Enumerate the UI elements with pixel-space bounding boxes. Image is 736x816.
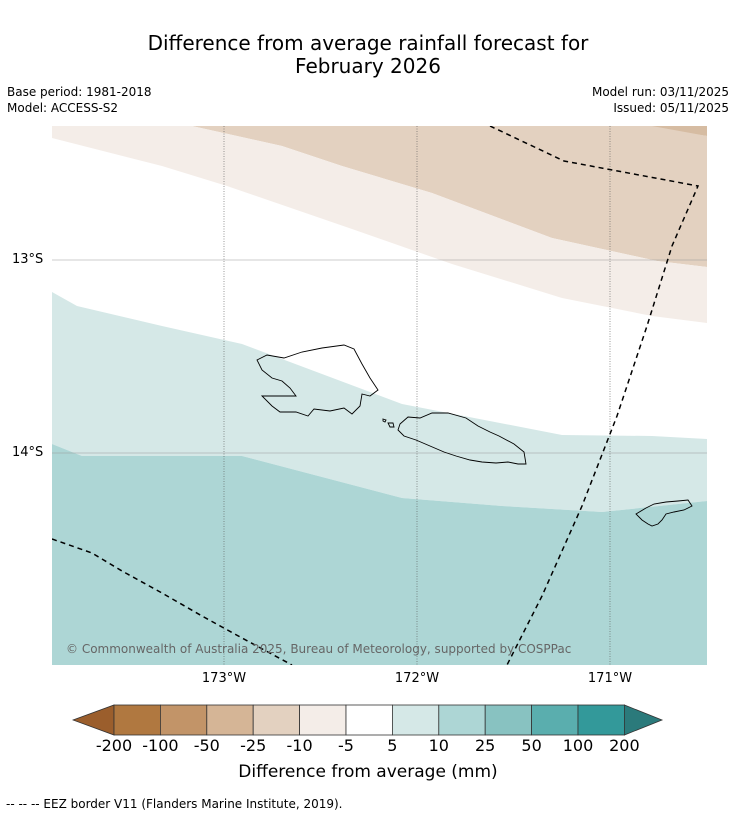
colorbar-arrow-low bbox=[72, 704, 115, 736]
issued-date: Issued: 05/11/2025 bbox=[613, 101, 729, 115]
colorbar-tick-label: -25 bbox=[240, 736, 267, 755]
lon-label-171w: 171°W bbox=[587, 671, 633, 686]
band-minus-10-to-25 bbox=[192, 126, 707, 267]
upolu-island bbox=[397, 412, 527, 465]
savaii-island bbox=[256, 344, 379, 417]
colorbar-swatch bbox=[531, 704, 579, 736]
rainfall-map: © Commonwealth of Australia 2025, Bureau… bbox=[52, 126, 707, 665]
band-10-to-25 bbox=[52, 444, 707, 665]
colorbar-swatch bbox=[160, 704, 208, 736]
colorbar-tick-label: 50 bbox=[521, 736, 542, 755]
colorbar-tick-label: -10 bbox=[286, 736, 313, 755]
band-5-to-10 bbox=[52, 292, 707, 512]
colorbar-swatch bbox=[206, 704, 254, 736]
eez-legend-note: -- -- -- EEZ border V11 (Flanders Marine… bbox=[6, 797, 343, 811]
colorbar-tick-label: 5 bbox=[387, 736, 398, 755]
colorbar-tick-label: 200 bbox=[609, 736, 640, 755]
colorbar-swatch bbox=[113, 704, 161, 736]
lon-label-172w: 172°W bbox=[394, 671, 440, 686]
band-minus-5-to-10 bbox=[52, 126, 707, 323]
apolima-islet bbox=[387, 422, 395, 428]
colorbar-tick-label: 10 bbox=[428, 736, 449, 755]
manono-islet bbox=[382, 418, 387, 423]
colorbar-swatch bbox=[252, 704, 300, 736]
colorbar bbox=[72, 704, 664, 736]
map-title-line2: February 2026 bbox=[295, 54, 441, 78]
colorbar-tick-label: -50 bbox=[193, 736, 220, 755]
colorbar-swatch bbox=[299, 704, 347, 736]
lat-label-13s: 13°S bbox=[12, 252, 44, 267]
colorbar-tick-label: -5 bbox=[338, 736, 354, 755]
colorbar-arrow-high bbox=[624, 704, 664, 736]
map-copyright: © Commonwealth of Australia 2025, Bureau… bbox=[66, 642, 571, 656]
colorbar-title: Difference from average (mm) bbox=[238, 762, 498, 782]
colorbar-swatch bbox=[391, 704, 440, 736]
eez-border-east bbox=[489, 126, 700, 665]
map-title-line1: Difference from average rainfall forecas… bbox=[147, 31, 589, 55]
colorbar-swatch bbox=[438, 704, 486, 736]
lon-label-173w: 173°W bbox=[201, 671, 247, 686]
colorbar-tick-label: -200 bbox=[95, 736, 133, 755]
colorbar-swatch bbox=[484, 704, 533, 736]
model-run: Model run: 03/11/2025 bbox=[591, 85, 729, 99]
colorbar-tick-label: -100 bbox=[142, 736, 179, 755]
base-period: Base period: 1981-2018 bbox=[7, 85, 152, 99]
lat-label-14s: 14°S bbox=[12, 445, 44, 460]
colorbar-tick-label: 25 bbox=[475, 736, 496, 755]
model-name: Model: ACCESS-S2 bbox=[7, 101, 119, 115]
colorbar-tick-label: 100 bbox=[562, 736, 594, 755]
colorbar-swatch bbox=[577, 704, 625, 736]
tutuila-island bbox=[635, 499, 693, 527]
colorbar-swatch bbox=[345, 704, 393, 736]
